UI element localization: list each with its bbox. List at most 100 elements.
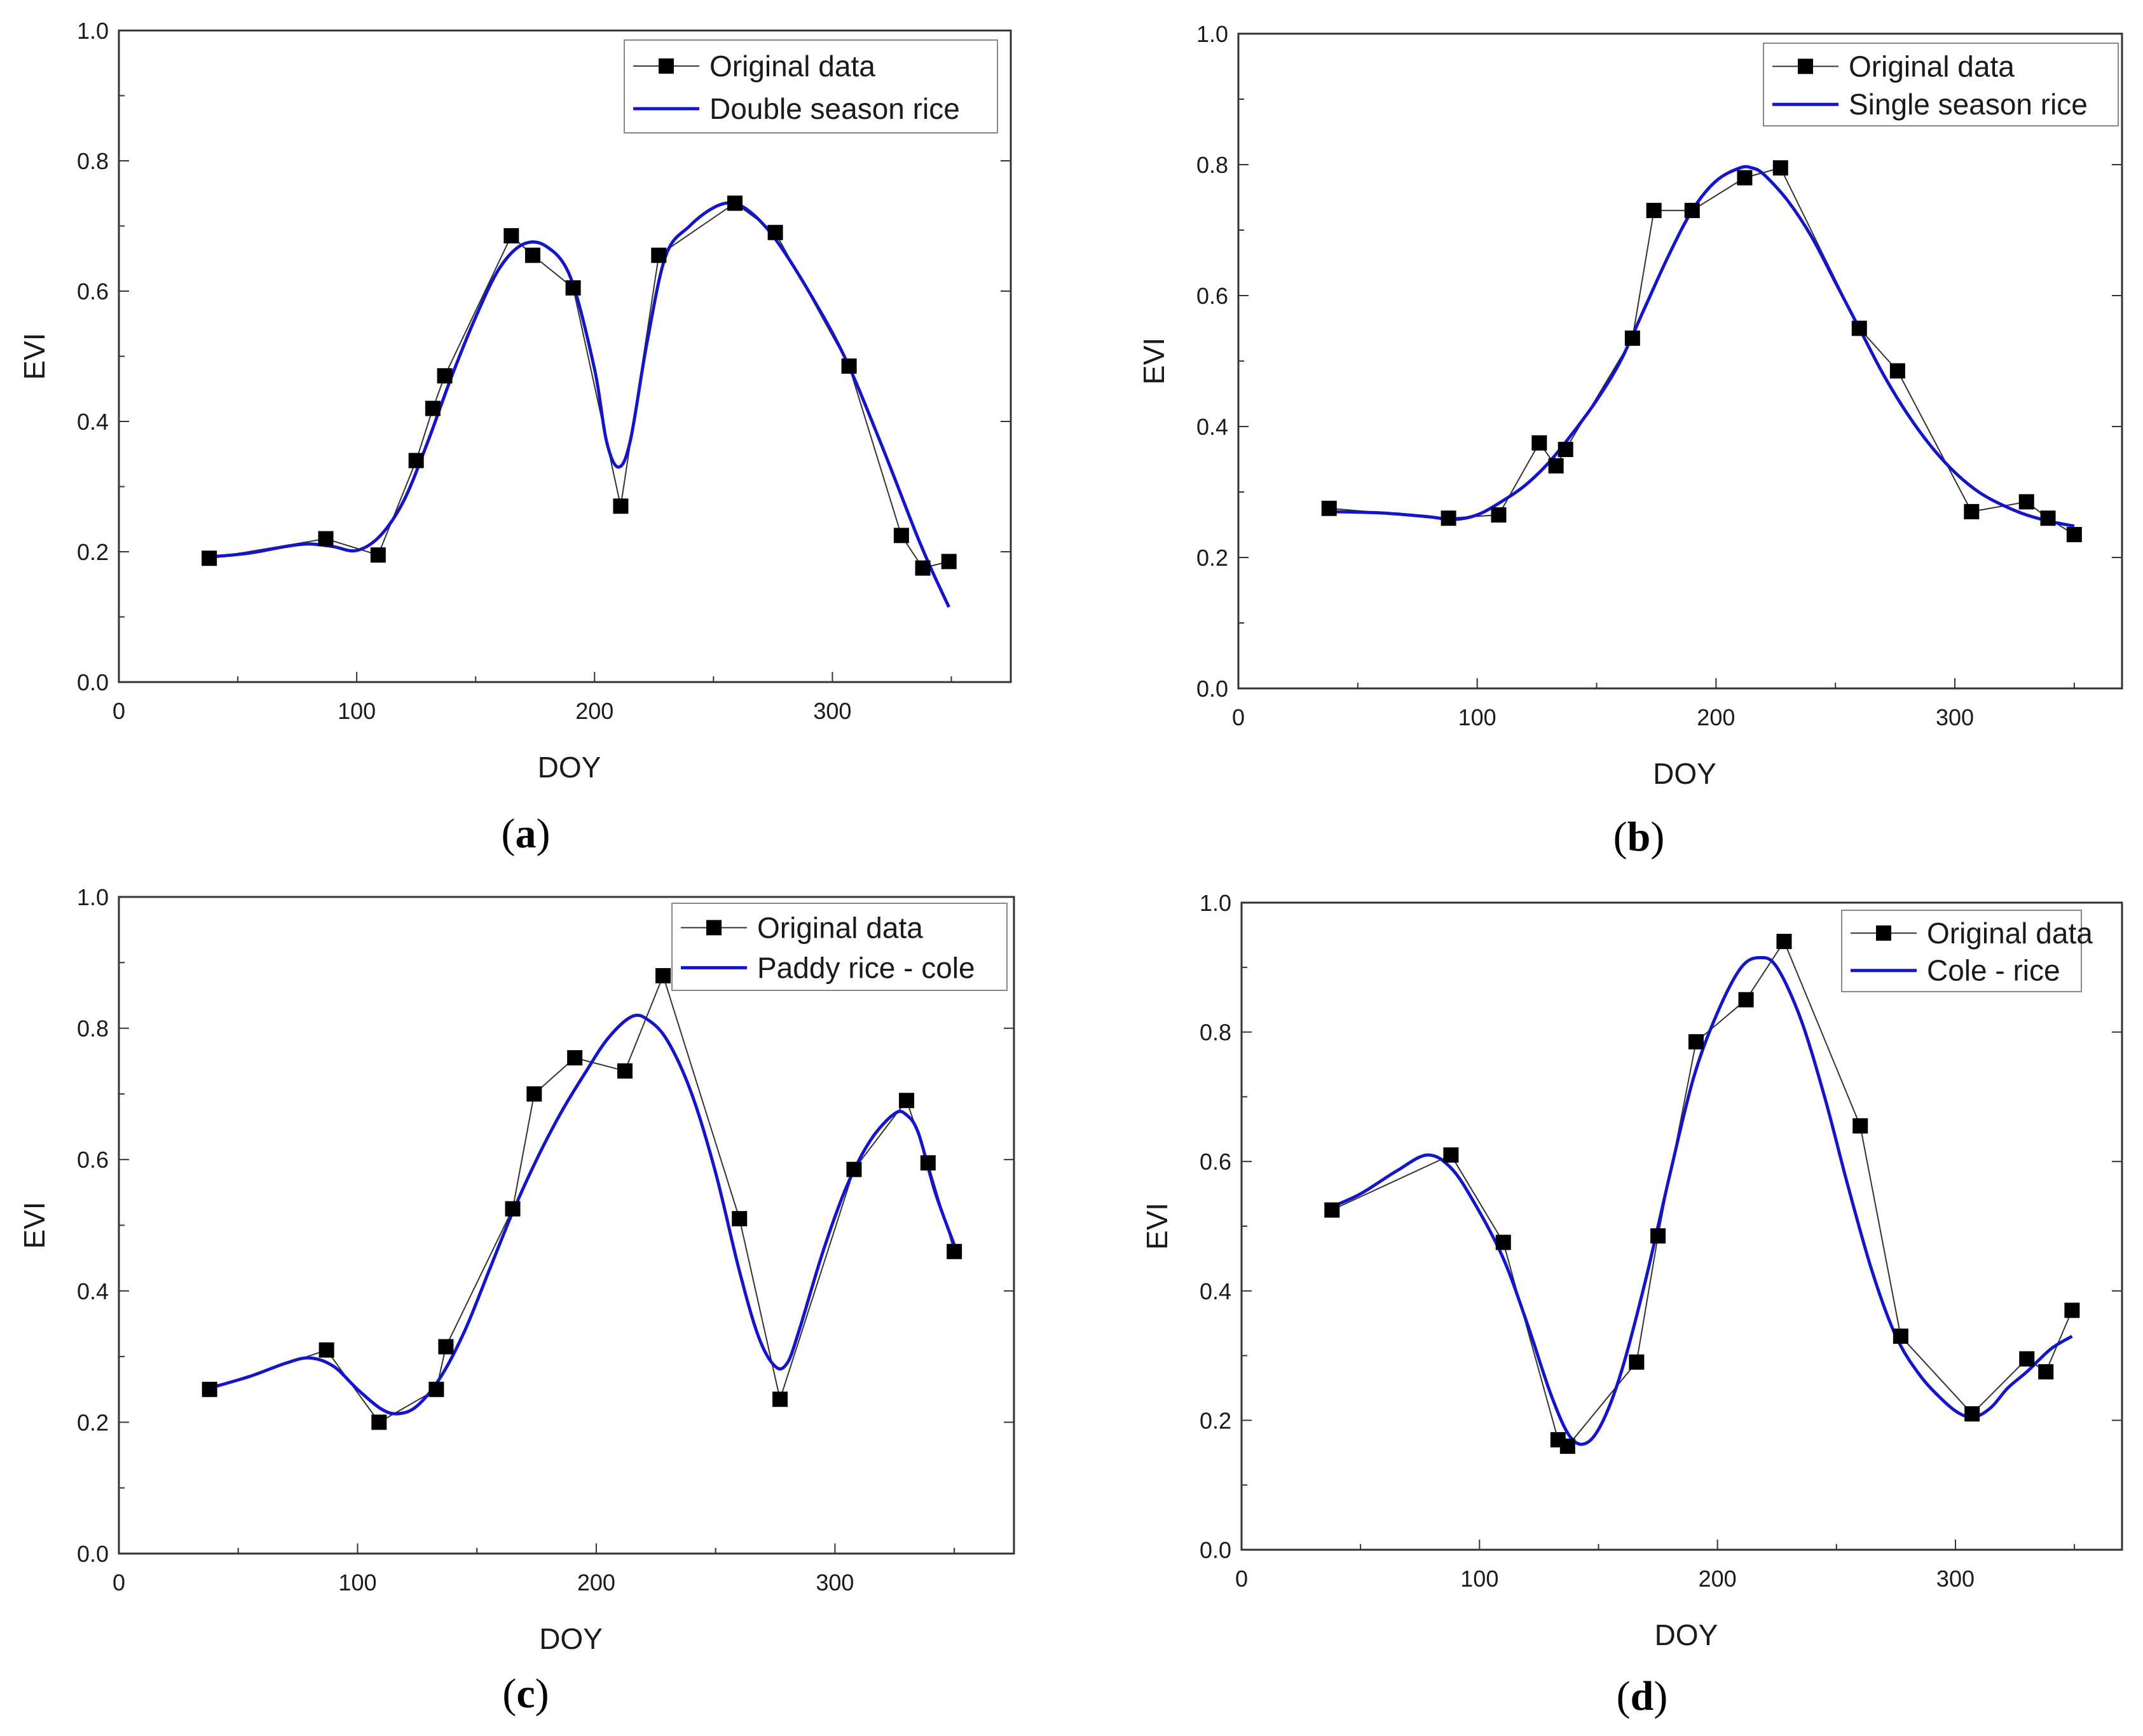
legend-original-marker-c xyxy=(706,920,722,936)
x-tick-label: 0 xyxy=(1235,1566,1248,1592)
y-tick-label: 0.4 xyxy=(1200,1278,1231,1304)
data-point-marker xyxy=(1624,330,1640,346)
data-point-marker xyxy=(1893,1329,1908,1344)
data-point-marker xyxy=(318,1342,334,1358)
y-tick-label: 1.0 xyxy=(1200,890,1231,916)
y-tick-label: 0.0 xyxy=(1196,676,1228,702)
y-tick-label: 0.8 xyxy=(1200,1020,1231,1046)
x-tick-label: 300 xyxy=(1936,704,1974,730)
x-tick-label: 0 xyxy=(1232,704,1245,730)
x-axis-title-b: DOY xyxy=(1653,757,1716,790)
data-point-marker xyxy=(1776,934,1792,950)
data-point-marker xyxy=(428,1381,444,1397)
data-point-marker xyxy=(727,195,743,211)
data-point-marker xyxy=(1964,503,1980,519)
y-tick-label: 0.8 xyxy=(77,148,109,174)
data-point-marker xyxy=(655,967,671,983)
data-point-marker xyxy=(1688,1034,1704,1049)
panel-letter-c: c xyxy=(516,1671,535,1717)
legend-original-label-c: Original data xyxy=(757,911,923,944)
data-point-marker xyxy=(1443,1147,1459,1163)
fitted-curve xyxy=(209,201,950,608)
x-tick-label: 100 xyxy=(338,698,376,724)
y-tick-label: 0.2 xyxy=(77,1409,109,1435)
legend-original-marker-a xyxy=(659,58,674,74)
legend-original-marker-d xyxy=(1876,925,1891,941)
data-point-marker xyxy=(1324,1202,1340,1218)
panel-label-a: (a) xyxy=(502,810,551,857)
legend-original-label-b: Original data xyxy=(1849,50,2015,83)
data-point-marker xyxy=(526,1086,542,1102)
data-point-marker xyxy=(1548,458,1564,474)
data-point-marker xyxy=(2064,1302,2080,1318)
y-tick-label: 0.6 xyxy=(77,278,109,304)
x-tick-label: 200 xyxy=(575,698,613,724)
data-point-marker xyxy=(370,547,386,563)
data-point-marker xyxy=(202,550,217,566)
plot-area-b xyxy=(1237,32,2123,690)
fitted-curve xyxy=(209,1013,956,1416)
data-point-marker xyxy=(371,1414,387,1430)
y-tick-label: 0.2 xyxy=(1196,545,1228,571)
legend-box-c xyxy=(671,903,1008,991)
x-tick-label: 300 xyxy=(816,1569,854,1596)
x-tick-label: 100 xyxy=(338,1569,376,1596)
legend-original-label-a: Original data xyxy=(709,50,875,83)
x-tick-label: 100 xyxy=(1460,1566,1498,1592)
panel-d: 0 100 200 300 0.0 0.2 0.4 0.6 0.8 1.0 DOY EVI Ori… xyxy=(1140,890,2123,1719)
data-point-marker xyxy=(503,228,519,243)
y-tick-label: 0.0 xyxy=(77,669,109,695)
data-point-marker xyxy=(915,560,931,576)
legend-fit-label-b: Single season rice xyxy=(1849,88,2088,121)
panel-letter-b: b xyxy=(1627,814,1651,860)
data-point-marker xyxy=(1441,510,1456,526)
y-tick-label: 1.0 xyxy=(77,884,109,910)
y-tick-label: 0.8 xyxy=(1196,152,1228,178)
y-tick-label: 0.4 xyxy=(77,409,109,435)
x-tick-label: 200 xyxy=(1697,704,1735,730)
panel-letter-a: a xyxy=(516,810,537,857)
data-point-marker xyxy=(846,1161,862,1177)
data-point-marker xyxy=(1772,160,1788,176)
x-tick-label: 0 xyxy=(113,698,125,724)
y-axis-title-a: EVI xyxy=(18,332,51,379)
data-point-marker xyxy=(899,1093,915,1109)
data-point-marker xyxy=(1559,1439,1575,1454)
data-point-marker xyxy=(1650,1228,1666,1244)
x-axis-title-c: DOY xyxy=(539,1622,603,1655)
data-point-marker xyxy=(920,1155,936,1171)
legend-original-label-d: Original data xyxy=(1927,917,2093,950)
y-axis-title-c: EVI xyxy=(18,1201,51,1248)
x-tick-label: 300 xyxy=(1936,1566,1975,1592)
data-point-marker xyxy=(947,1243,962,1259)
legend-c: Original data Paddy rice - cole xyxy=(671,903,1008,991)
data-point-marker xyxy=(772,1391,788,1407)
panel-a: 0 100 200 300 0.0 0.2 0.4 0.6 0.8 1.0 DOY EVI Ori… xyxy=(18,18,1012,857)
x-tick-label: 0 xyxy=(113,1569,125,1596)
legend-b: Original data Single season rice xyxy=(1763,43,2119,126)
data-point-marker xyxy=(437,368,453,384)
legend-fit-label-a: Double season rice xyxy=(709,92,960,125)
data-point-marker xyxy=(1531,435,1547,451)
data-point-marker xyxy=(1964,1406,1980,1422)
original-data-line xyxy=(209,974,955,1423)
data-point-marker xyxy=(2018,494,2034,510)
y-tick-label: 0.4 xyxy=(1196,414,1228,440)
data-point-marker xyxy=(2019,1351,2035,1367)
panel-b: 0 100 200 300 0.0 0.2 0.4 0.6 0.8 1.0 DOY EVI Ori… xyxy=(1137,21,2123,860)
original-data-line xyxy=(209,202,949,569)
x-tick-label: 200 xyxy=(1699,1566,1737,1592)
data-point-marker xyxy=(1737,170,1753,186)
plot-area-d xyxy=(1240,901,2123,1551)
data-point-marker xyxy=(767,224,783,240)
y-tick-label: 0.2 xyxy=(1200,1407,1231,1433)
legend-fit-label-d: Cole - rice xyxy=(1927,954,2060,987)
data-point-marker xyxy=(1646,203,1662,219)
data-point-marker xyxy=(2066,526,2082,542)
legend-d: Original data Cole - rice xyxy=(1841,910,2093,992)
y-tick-label: 1.0 xyxy=(77,18,109,44)
legend-box-b xyxy=(1763,43,2119,126)
data-point-marker xyxy=(318,531,334,547)
fitted-curve xyxy=(1331,955,2073,1446)
